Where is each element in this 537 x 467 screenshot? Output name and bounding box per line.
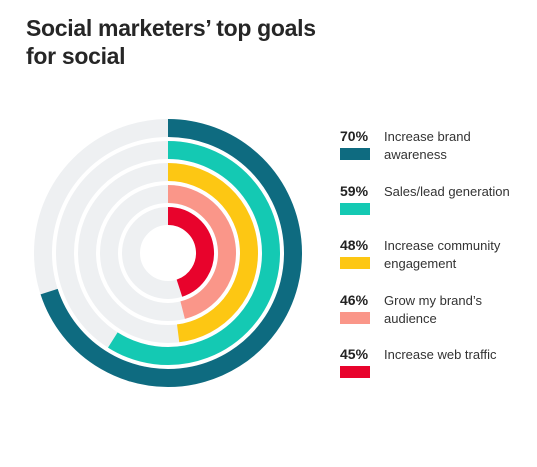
legend-item: 46% Grow my brand’s audience [332, 292, 532, 347]
legend-label: Grow my brand’s audience [384, 292, 483, 326]
legend: 70% Increase brand awareness 59% Sales/l… [332, 128, 532, 401]
ring-bar [167, 207, 214, 297]
legend-swatch [340, 202, 370, 215]
ring-bar [40, 119, 302, 387]
legend-label: Increase community engagement [384, 238, 501, 271]
ring-bar [167, 163, 258, 343]
legend-item: 59% Sales/lead generation [332, 183, 532, 238]
legend-value: 70% [340, 128, 369, 144]
legend-swatch [340, 148, 370, 160]
legend-swatch [340, 311, 370, 324]
radial-bar-chart [34, 119, 302, 387]
legend-item: 70% Increase brand awareness [332, 128, 532, 183]
legend-label: Increase web traffic [384, 347, 497, 362]
legend-value: 46% [340, 291, 369, 308]
legend-swatch [340, 257, 370, 269]
legend-value: 48% [340, 237, 369, 253]
legend-item: 45% Increase web traffic [332, 346, 532, 401]
ring-bar [108, 141, 280, 365]
ring-bar [167, 185, 236, 319]
legend-value: 59% [340, 182, 369, 199]
legend-item: 48% Increase community engagement [332, 237, 532, 292]
legend-value: 45% [340, 346, 369, 362]
legend-label: Sales/lead generation [384, 183, 510, 199]
legend-swatch [340, 366, 370, 378]
legend-label: Increase brand awareness [384, 129, 471, 162]
chart-title: Social marketers’ top goals for social [26, 15, 316, 69]
